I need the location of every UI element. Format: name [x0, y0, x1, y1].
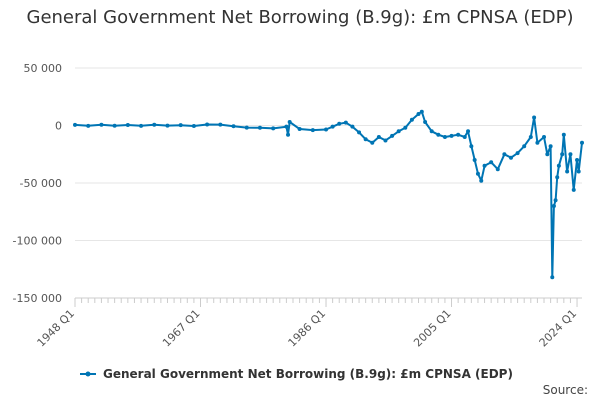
- data-point[interactable]: [469, 144, 474, 149]
- data-point[interactable]: [403, 125, 408, 130]
- data-point[interactable]: [191, 123, 196, 128]
- data-point[interactable]: [568, 152, 573, 157]
- data-point[interactable]: [271, 126, 276, 131]
- x-tick-label: 1967 Q1: [160, 307, 203, 350]
- data-point[interactable]: [390, 133, 395, 138]
- data-point[interactable]: [350, 124, 355, 129]
- y-tick-label: -50 000: [20, 177, 62, 190]
- data-point[interactable]: [337, 121, 342, 126]
- data-point[interactable]: [178, 123, 183, 128]
- series-layer: [73, 109, 584, 280]
- data-point[interactable]: [218, 122, 223, 127]
- data-point[interactable]: [357, 130, 362, 135]
- data-point[interactable]: [363, 137, 368, 142]
- data-point[interactable]: [429, 129, 434, 134]
- data-point[interactable]: [86, 123, 91, 128]
- data-point[interactable]: [551, 204, 556, 208]
- y-tick-label: -150 000: [13, 292, 62, 305]
- data-point[interactable]: [462, 135, 467, 139]
- data-point[interactable]: [580, 140, 584, 145]
- data-point[interactable]: [528, 135, 533, 139]
- data-point[interactable]: [542, 135, 547, 139]
- x-tick-label: 2024 Q1: [537, 307, 580, 350]
- data-point[interactable]: [449, 133, 454, 138]
- data-point[interactable]: [286, 132, 291, 137]
- x-tick-label: 2005 Q1: [411, 307, 454, 350]
- data-point[interactable]: [479, 178, 484, 183]
- data-point[interactable]: [297, 126, 302, 131]
- legend-label[interactable]: General Government Net Borrowing (B.9g):…: [103, 367, 513, 381]
- data-point[interactable]: [553, 198, 558, 203]
- data-point[interactable]: [545, 152, 550, 157]
- data-point[interactable]: [466, 129, 471, 134]
- data-point[interactable]: [139, 123, 144, 128]
- data-point[interactable]: [125, 123, 130, 128]
- x-tick-label: 1986 Q1: [286, 307, 329, 350]
- data-point[interactable]: [482, 163, 487, 168]
- data-point[interactable]: [343, 120, 348, 125]
- gridlines: [75, 67, 582, 241]
- legend[interactable]: General Government Net Borrowing (B.9g):…: [80, 367, 513, 381]
- data-point[interactable]: [152, 122, 157, 127]
- data-point[interactable]: [560, 152, 565, 157]
- data-point[interactable]: [576, 169, 581, 174]
- data-point[interactable]: [257, 125, 262, 130]
- legend-swatch-marker: [85, 371, 91, 377]
- data-point[interactable]: [436, 132, 441, 137]
- data-point[interactable]: [565, 169, 570, 174]
- data-point[interactable]: [416, 112, 421, 116]
- data-point[interactable]: [532, 115, 537, 120]
- data-point[interactable]: [550, 275, 555, 280]
- y-tick-label: 0: [55, 120, 62, 133]
- source-label[interactable]: Source:: [542, 383, 588, 397]
- data-point[interactable]: [555, 175, 560, 180]
- data-point[interactable]: [456, 132, 461, 137]
- data-point[interactable]: [370, 140, 375, 145]
- data-point[interactable]: [284, 124, 289, 129]
- data-point[interactable]: [244, 125, 249, 130]
- series-line[interactable]: [74, 110, 583, 279]
- data-point[interactable]: [73, 122, 77, 127]
- data-point[interactable]: [502, 152, 507, 157]
- data-point[interactable]: [287, 120, 292, 125]
- data-point[interactable]: [165, 123, 170, 128]
- data-point[interactable]: [205, 122, 210, 127]
- data-point[interactable]: [419, 109, 424, 114]
- data-point[interactable]: [396, 129, 401, 134]
- y-tick-label: 50 000: [24, 62, 63, 75]
- data-point[interactable]: [324, 127, 329, 132]
- data-point[interactable]: [475, 171, 480, 176]
- data-point[interactable]: [330, 124, 335, 129]
- data-point[interactable]: [508, 155, 513, 160]
- data-point[interactable]: [423, 120, 428, 125]
- y-axis: 50 000 0 -50 000 -100 000 -150 000: [13, 62, 62, 305]
- data-point[interactable]: [515, 151, 520, 156]
- data-point[interactable]: [548, 144, 553, 149]
- data-point[interactable]: [442, 135, 447, 139]
- data-point[interactable]: [99, 122, 104, 127]
- data-point[interactable]: [556, 163, 561, 168]
- x-axis: 1948 Q1 1967 Q1 1986 Q1 2005 Q1 2024 Q1: [35, 297, 582, 350]
- chart-title: General Government Net Borrowing (B.9g):…: [26, 7, 574, 28]
- data-point[interactable]: [522, 144, 527, 149]
- y-tick-label: -100 000: [13, 235, 62, 248]
- data-point[interactable]: [112, 123, 117, 128]
- data-point[interactable]: [495, 167, 500, 172]
- data-point[interactable]: [575, 158, 580, 162]
- data-point[interactable]: [571, 187, 576, 192]
- data-point[interactable]: [409, 117, 414, 122]
- data-point[interactable]: [376, 135, 381, 139]
- data-point[interactable]: [535, 140, 540, 145]
- data-point[interactable]: [383, 138, 388, 143]
- data-point[interactable]: [310, 128, 315, 133]
- data-point[interactable]: [231, 124, 236, 129]
- data-point[interactable]: [489, 160, 494, 165]
- data-point[interactable]: [472, 158, 477, 162]
- data-point[interactable]: [561, 132, 566, 137]
- x-tick-label: 1948 Q1: [35, 307, 78, 350]
